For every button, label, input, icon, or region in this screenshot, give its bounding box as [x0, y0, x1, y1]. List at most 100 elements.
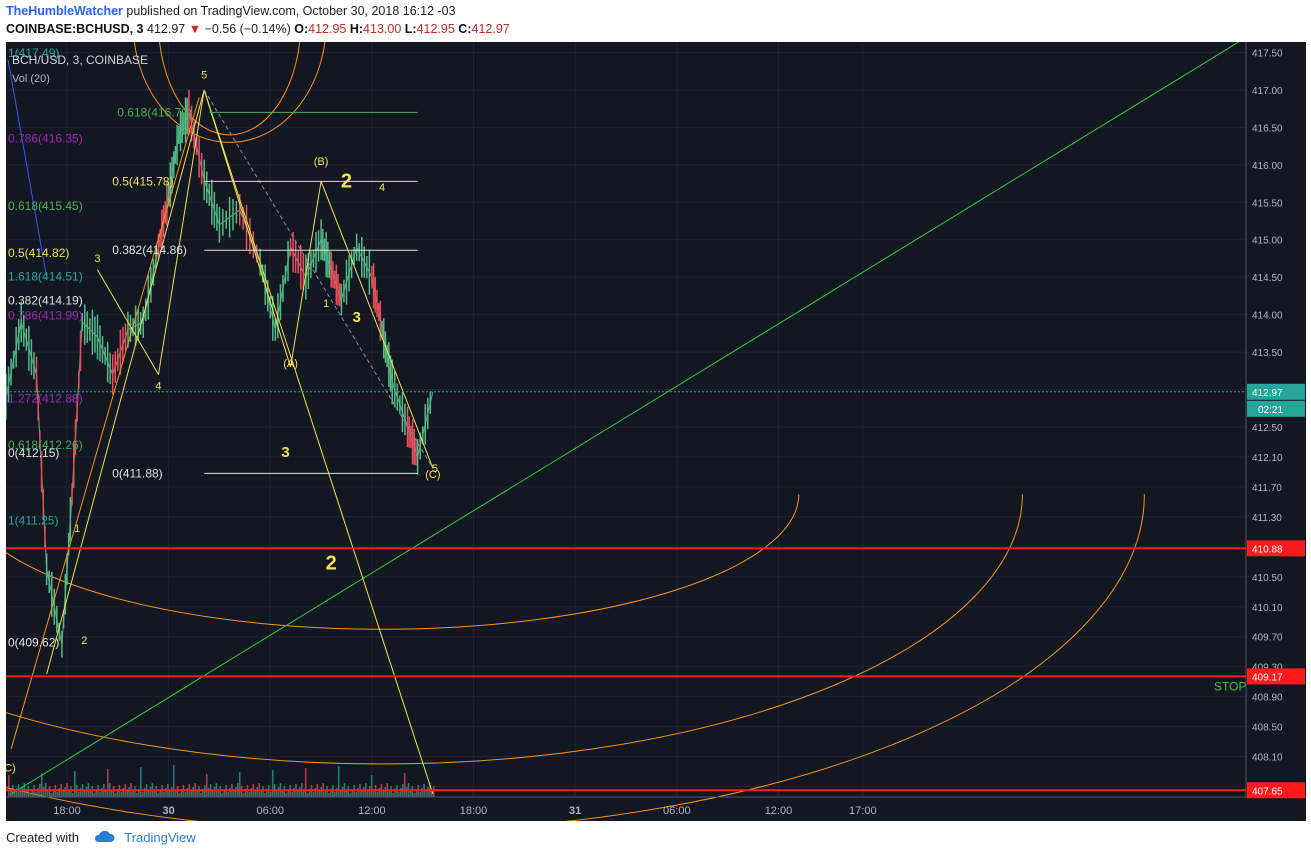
volume-bar: [99, 792, 101, 797]
symbol-label: COINBASE:BCHUSD, 3: [6, 22, 144, 36]
tradingview-brand-link[interactable]: TradingView: [124, 830, 196, 845]
volume-bar: [250, 788, 253, 797]
volume-bar: [77, 792, 80, 797]
volume-bar: [271, 770, 274, 797]
price-tick-label: 414.50: [1252, 273, 1283, 284]
fib-label: 0(409.62): [8, 636, 59, 650]
volume-bar: [264, 793, 266, 797]
time-tick-label: 06:00: [663, 805, 691, 817]
wave-label: 2: [81, 635, 87, 647]
time-tick-label: 06:00: [256, 805, 284, 817]
price-tick-label: 412.50: [1252, 423, 1283, 434]
current-price-label: 412.97: [1252, 388, 1283, 399]
volume-bar: [116, 789, 119, 797]
volume-bar: [347, 786, 350, 797]
time-tick-label: 31: [569, 805, 581, 817]
volume-bar: [153, 790, 156, 797]
volume-bar: [291, 792, 293, 797]
volume-bar: [421, 788, 423, 797]
level-tag-label: 410.88: [1252, 544, 1283, 555]
price-tick-label: 411.70: [1252, 483, 1282, 494]
volume-bar: [35, 792, 37, 797]
price-tick-label: 410.10: [1252, 603, 1283, 614]
fib-label: 0.786(416.35): [8, 132, 83, 146]
volume-bar: [89, 790, 92, 797]
volume-bar: [349, 793, 352, 797]
volume-bar: [328, 793, 330, 797]
volume-bar: [46, 790, 49, 797]
volume-bar: [163, 792, 165, 797]
volume-bar: [178, 793, 181, 797]
volume-bar: [320, 787, 323, 797]
volume-bar: [357, 788, 359, 797]
time-axis-ticks: 18:00 30 06:00 12:00 18:00 31 06:00 12:00 17:00: [53, 805, 876, 817]
chart-background: [6, 42, 1306, 821]
wave-label: 4: [379, 182, 385, 194]
close-label: C:: [458, 22, 472, 36]
volume-bar: [266, 789, 268, 797]
down-triangle-icon: ▼: [188, 22, 202, 36]
volume-bar: [41, 773, 43, 797]
time-tick-label: 18:00: [53, 805, 81, 817]
volume-bar: [171, 787, 173, 797]
volume-bar: [427, 787, 429, 797]
time-tick-label: 18:00: [460, 805, 488, 817]
fib-arc: [6, 494, 1145, 821]
volume-bar: [223, 789, 226, 797]
fib-label: 0.382(414.19): [8, 293, 83, 307]
volume-bar: [312, 792, 315, 797]
price-tick-label: 408.50: [1252, 723, 1283, 734]
volume-bar: [155, 786, 158, 797]
published-text: published on TradingView.com, October 30…: [126, 4, 456, 18]
price-tick-label: 417.50: [1252, 48, 1283, 59]
volume-bar: [122, 788, 125, 797]
volume-bar: [281, 790, 284, 797]
volume-bar: [114, 793, 117, 797]
price-change: −0.56 (−0.14%): [204, 22, 291, 36]
volume-bar: [238, 772, 241, 797]
time-tick-label: 12:00: [765, 805, 793, 817]
author-link[interactable]: TheHumbleWatcher: [6, 4, 123, 18]
grid-lines: [6, 42, 1246, 797]
fib-labels: 1(417.49) 0.618(416.70) 0.786(416.35) 0.5(4…: [8, 46, 418, 650]
trend-line: [157, 89, 205, 375]
level-tag: [1247, 668, 1305, 685]
volume-bar: [138, 789, 140, 797]
volume-bar: [368, 786, 371, 797]
price-tick-label: 416.50: [1252, 123, 1283, 134]
volume-bar: [200, 793, 202, 797]
trend-line: [10, 42, 1240, 795]
price-axis[interactable]: [1246, 42, 1306, 821]
price-tick-label: 415.50: [1252, 198, 1283, 209]
price-tick-label: 412.10: [1252, 453, 1283, 464]
time-tick-label: 17:00: [849, 805, 877, 817]
fib-label: 0.618(415.45): [8, 199, 83, 213]
price-chart[interactable]: STOP 1(417.49) 0.618(416.70) 0.786(416.35)…: [6, 42, 1306, 821]
volume-bar: [48, 786, 51, 797]
volume-bar: [306, 793, 309, 797]
legend-volume[interactable]: Vol (20): [12, 73, 50, 85]
wave-label: (B): [314, 156, 329, 168]
legend-series[interactable]: BCH/USD, 3, COINBASE: [12, 53, 148, 67]
volume-bar: [339, 791, 342, 797]
fib-label: 0.5(415.78): [112, 174, 173, 188]
volume-bar: [345, 790, 348, 797]
time-tick-label: 12:00: [358, 805, 386, 817]
volume-bar: [169, 791, 171, 797]
volume-bar: [202, 789, 204, 797]
fib-label: 0.618(416.70): [117, 105, 192, 119]
volume-bar: [196, 790, 198, 797]
current-price-tag: [1247, 383, 1305, 400]
volume-bar: [95, 789, 97, 797]
volume-bar: [93, 793, 96, 797]
trend-line: [7, 59, 48, 278]
volume-bar: [157, 793, 160, 797]
candles: [6, 89, 434, 658]
high-value: 413.00: [363, 22, 402, 36]
volume-bar: [29, 793, 31, 797]
trend-line: [10, 97, 200, 750]
dashed-trend-line: [203, 89, 434, 469]
trend-line: [290, 181, 322, 368]
fib-arc: [6, 494, 800, 630]
volume-bar: [106, 769, 109, 797]
